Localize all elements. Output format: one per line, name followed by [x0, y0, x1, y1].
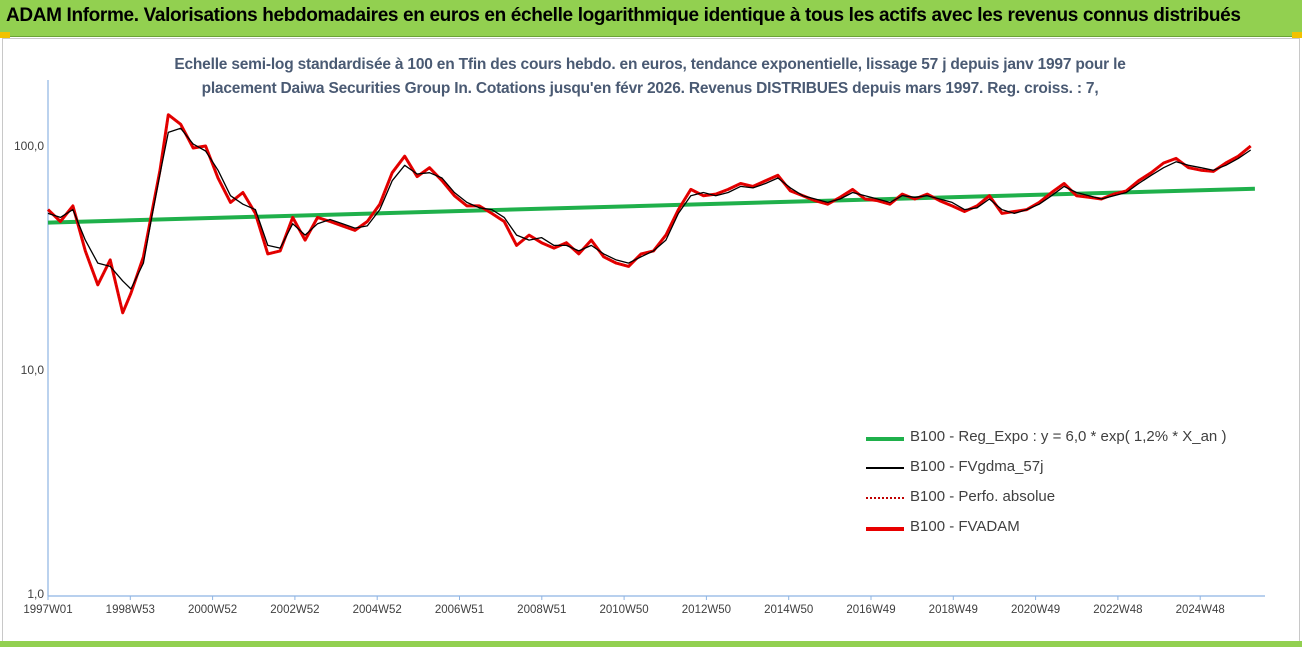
- series-perfo-line: [47, 113, 1252, 315]
- legend-swatch-trend: [866, 437, 904, 441]
- x-tick-label: 2014W50: [764, 604, 813, 616]
- legend-label-perfo: B100 - Perfo. absolue: [910, 488, 1056, 505]
- chart-frame: [2, 38, 1300, 644]
- x-tick-label: 1998W53: [106, 604, 155, 616]
- x-tick-label: 2008W51: [517, 604, 566, 616]
- banner-corner-left: [0, 32, 10, 38]
- x-tick-label: 2004W52: [353, 604, 402, 616]
- x-tick-label: 2000W52: [188, 604, 237, 616]
- x-tick-label: 2016W49: [846, 604, 895, 616]
- y-tick-label: 100,0: [14, 139, 44, 153]
- series-smoothed-line: [47, 127, 1252, 290]
- chart-subtitle-line1: Echelle semi-log standardisée à 100 en T…: [174, 56, 1126, 73]
- legend-label-trend: B100 - Reg_Expo : y = 6,0 * exp( 1,2% * …: [910, 428, 1227, 445]
- legend-label-fvadam: B100 - FVADAM: [910, 518, 1020, 535]
- x-tick-label: 2006W51: [435, 604, 484, 616]
- bottom-strip: [0, 641, 1302, 647]
- legend-label-smoothed: B100 - FVgdma_57j: [910, 458, 1044, 475]
- legend-swatch-fvadam: [866, 527, 904, 531]
- chart-subtitle-line2: placement Daiwa Securities Group In. Cot…: [201, 80, 1099, 97]
- series-fvadam-line: [46, 113, 1252, 315]
- x-tick-label: 2002W52: [270, 604, 319, 616]
- legend-swatch-smoothed: [866, 467, 904, 469]
- x-tick-label: 2012W50: [682, 604, 731, 616]
- title-banner: ADAM Informe. Valorisations hebdomadaire…: [0, 0, 1302, 37]
- x-tick-label: 2024W48: [1176, 604, 1225, 616]
- x-tick-label: 2010W50: [599, 604, 648, 616]
- y-tick-label: 1,0: [27, 587, 44, 601]
- page-title: ADAM Informe. Valorisations hebdomadaire…: [6, 5, 1241, 26]
- banner-corner-right: [1292, 32, 1302, 38]
- x-tick-label: 2022W48: [1093, 604, 1142, 616]
- legend-swatch-perfo: [866, 497, 904, 499]
- x-tick-label: 2018W49: [929, 604, 978, 616]
- y-tick-label: 10,0: [21, 363, 45, 377]
- x-tick-label: 1997W01: [23, 604, 72, 616]
- x-tick-label: 2020W49: [1011, 604, 1060, 616]
